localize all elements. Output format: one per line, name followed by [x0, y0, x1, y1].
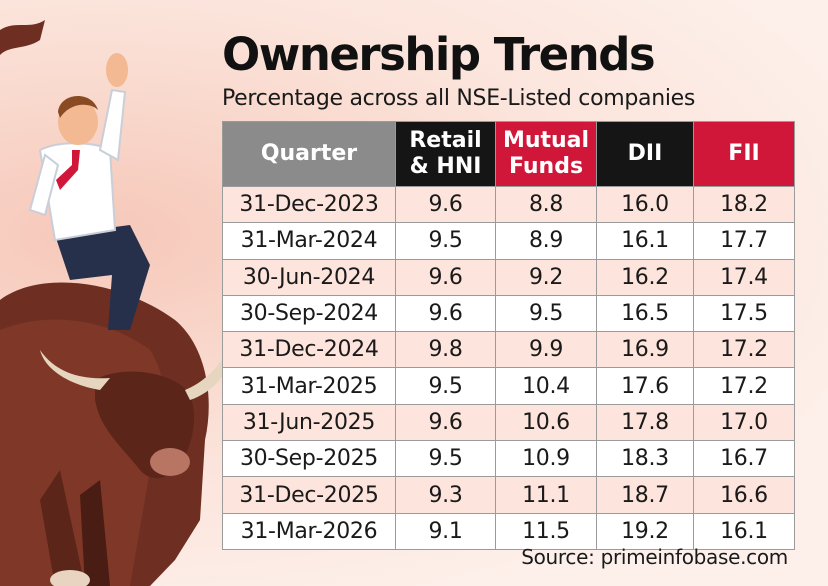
page-subtitle: Percentage across all NSE-Listed compani…: [222, 86, 696, 111]
cell-quarter: 31-Mar-2025: [222, 367, 396, 405]
cell-quarter: 31-Mar-2024: [222, 222, 396, 260]
cell-fii: 17.4: [693, 258, 795, 296]
header-fii: FII: [693, 121, 795, 187]
cell-retail: 9.8: [395, 331, 496, 369]
cell-fii: 17.0: [693, 403, 795, 442]
cell-dii: 18.7: [596, 476, 694, 514]
cell-retail: 9.5: [395, 222, 496, 260]
cell-quarter: 30-Sep-2025: [222, 440, 396, 478]
table-row: 31-Dec-2025 9.3 11.1 18.7 16.6: [222, 476, 795, 514]
header-retail-line2: & HNI: [409, 154, 482, 179]
cell-mutual: 10.4: [495, 367, 597, 405]
cell-retail: 9.5: [395, 440, 496, 478]
cell-dii: 16.5: [596, 294, 694, 333]
table-row: 31-Dec-2023 9.6 8.8 16.0 18.2: [222, 185, 795, 224]
header-mutual-funds: Mutual Funds: [495, 121, 597, 187]
cell-dii: 17.8: [596, 403, 694, 442]
cell-mutual: 9.5: [495, 294, 597, 333]
bull-rider-illustration: [0, 20, 236, 586]
cell-fii: 16.1: [693, 512, 795, 550]
cell-quarter: 31-Dec-2025: [222, 476, 396, 514]
cell-retail: 9.6: [395, 403, 496, 442]
header-retail-hni: Retail & HNI: [395, 121, 496, 187]
cell-quarter: 31-Jun-2025: [222, 403, 396, 442]
cell-dii: 16.2: [596, 258, 694, 296]
cell-mutual: 10.6: [495, 403, 597, 442]
ownership-table: Quarter Retail & HNI Mutual Funds DII FI…: [222, 121, 795, 550]
cell-fii: 18.2: [693, 185, 795, 224]
cell-mutual: 9.9: [495, 331, 597, 369]
header-mutual-line2: Funds: [508, 154, 584, 179]
header-mutual-line1: Mutual: [502, 128, 590, 153]
table-row: 30-Sep-2024 9.6 9.5 16.5 17.5: [222, 294, 795, 333]
cell-fii: 16.7: [693, 440, 795, 478]
cell-mutual: 9.2: [495, 258, 597, 296]
cell-fii: 17.7: [693, 222, 795, 260]
table-row: 31-Dec-2024 9.8 9.9 16.9 17.2: [222, 331, 795, 369]
source-credit: Source: primeinfobase.com: [521, 545, 788, 569]
table-row: 31-Jun-2025 9.6 10.6 17.8 17.0: [222, 403, 795, 442]
table-header-row: Quarter Retail & HNI Mutual Funds DII FI…: [222, 121, 795, 187]
cell-fii: 17.5: [693, 294, 795, 333]
header-quarter: Quarter: [222, 121, 396, 187]
cell-retail: 9.6: [395, 294, 496, 333]
table-row: 31-Mar-2024 9.5 8.9 16.1 17.7: [222, 222, 795, 260]
cell-retail: 9.5: [395, 367, 496, 405]
cell-mutual: 11.1: [495, 476, 597, 514]
cell-fii: 17.2: [693, 367, 795, 405]
cell-dii: 18.3: [596, 440, 694, 478]
cell-quarter: 30-Sep-2024: [222, 294, 396, 333]
page-title: Ownership Trends: [222, 28, 656, 81]
header-dii: DII: [596, 121, 694, 187]
cell-quarter: 31-Dec-2024: [222, 331, 396, 369]
cell-quarter: 30-Jun-2024: [222, 258, 396, 296]
cell-dii: 16.0: [596, 185, 694, 224]
cell-mutual: 8.8: [495, 185, 597, 224]
header-retail-line1: Retail: [409, 128, 482, 153]
cell-dii: 16.9: [596, 331, 694, 369]
cell-retail: 9.1: [395, 512, 496, 550]
cell-mutual: 11.5: [495, 512, 597, 550]
cell-quarter: 31-Dec-2023: [222, 185, 396, 224]
cell-retail: 9.3: [395, 476, 496, 514]
cell-quarter: 31-Mar-2026: [222, 512, 396, 550]
table-row: 30-Jun-2024 9.6 9.2 16.2 17.4: [222, 258, 795, 296]
table-row: 31-Mar-2025 9.5 10.4 17.6 17.2: [222, 367, 795, 405]
cell-dii: 19.2: [596, 512, 694, 550]
cell-dii: 16.1: [596, 222, 694, 260]
cell-retail: 9.6: [395, 185, 496, 224]
table-row: 31-Mar-2026 9.1 11.5 19.2 16.1: [222, 512, 795, 550]
cell-dii: 17.6: [596, 367, 694, 405]
cell-mutual: 8.9: [495, 222, 597, 260]
table-row: 30-Sep-2025 9.5 10.9 18.3 16.7: [222, 440, 795, 478]
cell-retail: 9.6: [395, 258, 496, 296]
cell-fii: 16.6: [693, 476, 795, 514]
cell-fii: 17.2: [693, 331, 795, 369]
cell-mutual: 10.9: [495, 440, 597, 478]
